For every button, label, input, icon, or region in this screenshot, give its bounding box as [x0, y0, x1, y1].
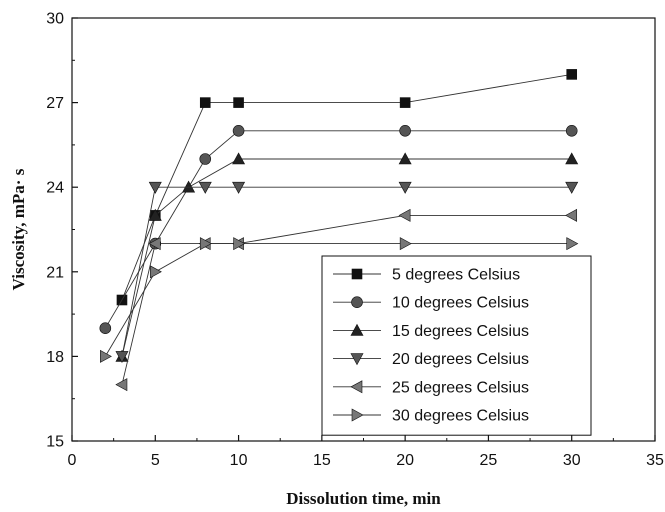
legend-marker: [350, 380, 363, 394]
data-point: [199, 97, 211, 108]
y-tick-label: 24: [46, 180, 64, 197]
data-point: [99, 322, 112, 335]
series-3: [115, 152, 579, 362]
x-tick-label: 5: [151, 452, 160, 469]
y-tick-label: 21: [46, 264, 64, 281]
series-line: [121, 186, 572, 357]
legend-entry: 10 degrees Celsius: [333, 295, 529, 312]
data-point: [566, 69, 578, 80]
plot-area: [99, 69, 579, 392]
x-tick-label: 30: [563, 452, 581, 469]
data-point: [100, 349, 112, 363]
series-line: [104, 130, 572, 329]
x-tick-label: 15: [313, 452, 331, 469]
data-point: [565, 208, 578, 222]
legend-entry: 15 degrees Celsius: [333, 323, 529, 340]
legend-entry: 5 degrees Celsius: [333, 267, 520, 284]
data-point: [233, 97, 244, 108]
data-point: [199, 153, 212, 165]
y-tick-label: 27: [46, 95, 64, 112]
legend-entry: 20 degrees Celsius: [333, 351, 529, 368]
data-point: [115, 378, 128, 392]
data-point: [182, 180, 196, 193]
data-point: [566, 237, 579, 251]
legend-entry: 25 degrees Celsius: [333, 379, 529, 396]
series-4: [115, 181, 579, 364]
data-point: [565, 125, 578, 137]
legend-label: 30 degrees Celsius: [392, 408, 529, 425]
legend-marker: [351, 268, 363, 280]
data-point: [398, 208, 411, 222]
series-line: [121, 158, 572, 357]
legend-marker: [351, 296, 363, 309]
series-2: [99, 125, 578, 335]
data-point: [148, 181, 162, 194]
data-point: [233, 237, 246, 251]
data-point: [399, 125, 411, 137]
y-tick-label: 18: [46, 349, 64, 366]
legend-label: 10 degrees Celsius: [392, 295, 529, 312]
data-point: [398, 152, 412, 165]
x-tick-label: 20: [396, 452, 414, 469]
legend-marker: [350, 323, 364, 336]
legend-label: 25 degrees Celsius: [392, 379, 529, 396]
series-line: [121, 73, 572, 301]
series-6: [100, 237, 579, 363]
legend-marker: [351, 408, 364, 422]
legend: 5 degrees Celsius 10 degrees Celsius 15 de…: [321, 255, 592, 436]
y-axis-title: Viscosity, mPa· s: [9, 168, 28, 290]
legend-label: 20 degrees Celsius: [392, 351, 529, 368]
data-point: [232, 125, 245, 137]
axes: 0 5 10 15 20 25 30 35 15 18 21 24 27 30: [46, 11, 664, 470]
legend-entry: 30 degrees Celsius: [333, 408, 529, 425]
legend-label: 15 degrees Celsius: [392, 323, 529, 340]
data-point: [148, 237, 161, 251]
data-point: [148, 208, 162, 221]
data-point: [232, 152, 246, 165]
data-point: [149, 265, 162, 279]
data-point: [398, 181, 412, 194]
data-point: [198, 181, 212, 194]
x-tick-label: 35: [646, 452, 664, 469]
data-point: [565, 152, 579, 165]
legend-label: 5 degrees Celsius: [392, 267, 520, 284]
series-line: [104, 243, 572, 357]
data-point: [565, 181, 579, 194]
data-point: [115, 351, 129, 364]
data-point: [399, 237, 412, 251]
y-tick-label: 30: [46, 11, 64, 28]
data-point: [199, 237, 212, 251]
x-tick-label: 25: [480, 452, 498, 469]
legend-marker: [350, 353, 364, 366]
y-tick-label: 15: [46, 434, 64, 451]
legend-box: [321, 255, 592, 436]
x-tick-label: 0: [68, 452, 77, 469]
data-point: [399, 97, 411, 108]
x-tick-label: 10: [230, 452, 248, 469]
x-axis-title: Dissolution time, min: [286, 489, 441, 508]
data-point: [232, 181, 246, 194]
